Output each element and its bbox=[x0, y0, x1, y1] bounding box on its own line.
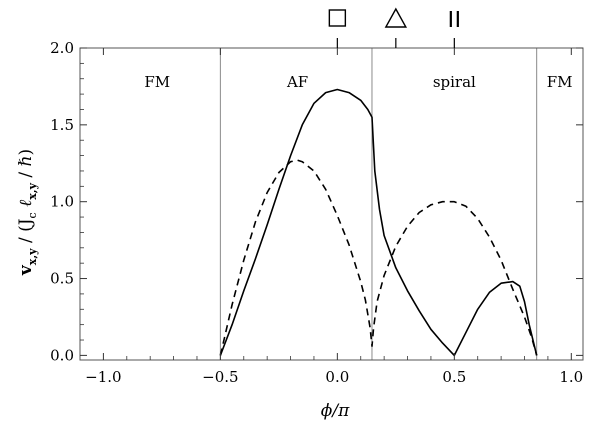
y-tick-label: 2.0 bbox=[50, 39, 74, 57]
x-tick-label: −0.5 bbox=[202, 368, 238, 386]
square-marker-icon bbox=[328, 9, 347, 27]
x-tick-label: 1.0 bbox=[559, 368, 583, 386]
solid-series-line bbox=[219, 88, 538, 357]
x-tick-label: 0.0 bbox=[325, 368, 349, 386]
y-tick-label: 1.0 bbox=[50, 193, 74, 211]
triangle-marker-icon bbox=[384, 7, 408, 28]
y-tick-label: 0.0 bbox=[50, 346, 74, 364]
dashed-series-line bbox=[219, 159, 538, 356]
parallel-marker-icon bbox=[449, 11, 459, 27]
y-tick-label: 0.5 bbox=[50, 270, 74, 288]
y-axis-title-text: vx,y / (Jc ℓx,y / ℏ) bbox=[16, 149, 39, 276]
x-tick-label: 0.5 bbox=[442, 368, 466, 386]
y-axis-title: vx,y / (Jc ℓx,y / ℏ) bbox=[16, 149, 39, 276]
region-label: FM bbox=[547, 73, 573, 91]
x-axis-title: ϕ/π bbox=[321, 401, 350, 421]
y-tick-label: 1.5 bbox=[50, 116, 74, 134]
plot-frame bbox=[79, 47, 584, 361]
region-label: AF bbox=[286, 73, 308, 91]
region-label: FM bbox=[144, 73, 170, 91]
region-label: spiral bbox=[433, 73, 476, 91]
x-tick-label: −1.0 bbox=[85, 368, 121, 386]
